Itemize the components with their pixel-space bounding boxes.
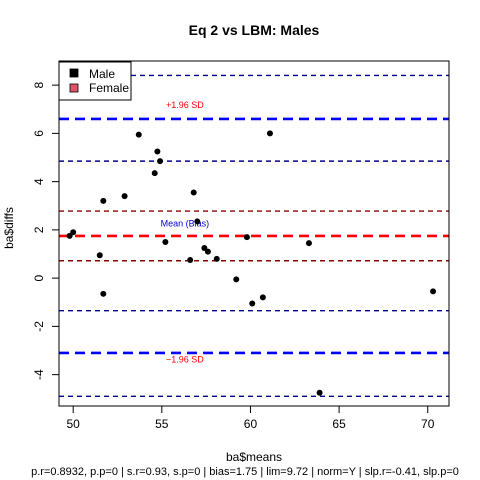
y-tick-label: -2: [32, 321, 46, 332]
y-tick-label: 4: [32, 178, 46, 185]
data-point: [266, 130, 273, 137]
y-tick-label: 2: [32, 226, 46, 233]
x-tick-label: 50: [67, 417, 81, 431]
data-point: [305, 240, 312, 247]
x-tick-label: 55: [155, 417, 169, 431]
data-point: [96, 252, 103, 259]
x-axis: 50 55 60 65 70: [67, 406, 435, 431]
data-point: [100, 290, 107, 297]
annotation-label: Mean (Bias): [161, 218, 210, 228]
data-point: [204, 248, 211, 255]
data-point: [213, 255, 220, 262]
y-tick-label: 6: [32, 130, 46, 137]
data-point: [162, 238, 169, 245]
x-axis-label: ba$means: [226, 450, 282, 464]
legend: Male Female: [58, 61, 132, 101]
plot-frame: [58, 60, 450, 407]
data-point: [430, 288, 437, 295]
legend-label-male: Male: [89, 67, 115, 81]
data-point: [151, 170, 158, 177]
y-tick-label: 8: [32, 81, 46, 88]
data-point: [249, 300, 256, 307]
data-point: [190, 189, 197, 196]
data-point: [157, 158, 164, 165]
data-point: [316, 389, 323, 396]
legend-swatch-male: [69, 68, 79, 78]
chart-title: Eq 2 vs LBM: Males: [189, 22, 320, 38]
x-tick-label: 70: [421, 417, 435, 431]
annotation-label: −1.96 SD: [166, 355, 204, 365]
y-tick-label: -4: [32, 369, 46, 380]
data-point: [70, 229, 77, 236]
y-tick-label: 0: [32, 274, 46, 281]
legend-label-female: Female: [89, 81, 129, 95]
legend-box: [58, 61, 132, 101]
x-tick-label: 60: [244, 417, 258, 431]
annotations: +1.96 SD Mean (Bias) −1.96 SD: [161, 100, 210, 365]
data-point: [154, 148, 161, 155]
stats-footer: p.r=0.8932, p.p=0 | s.r=0.93, s.p=0 | bi…: [31, 466, 459, 478]
data-point: [243, 234, 250, 241]
data-points: [66, 130, 437, 396]
annotation-label: +1.96 SD: [166, 100, 204, 110]
data-point: [100, 197, 107, 204]
y-axis: -4 -2 0 2 4 6 8: [32, 81, 59, 380]
data-point: [121, 193, 128, 200]
data-point: [187, 257, 194, 264]
data-point: [194, 218, 201, 225]
data-point: [135, 131, 142, 138]
y-axis-label: ba$diffs: [2, 207, 16, 249]
reference-lines: [59, 74, 449, 398]
data-point: [259, 294, 266, 301]
data-point: [233, 276, 240, 283]
legend-swatch-female: [69, 83, 79, 93]
x-tick-label: 65: [332, 417, 346, 431]
